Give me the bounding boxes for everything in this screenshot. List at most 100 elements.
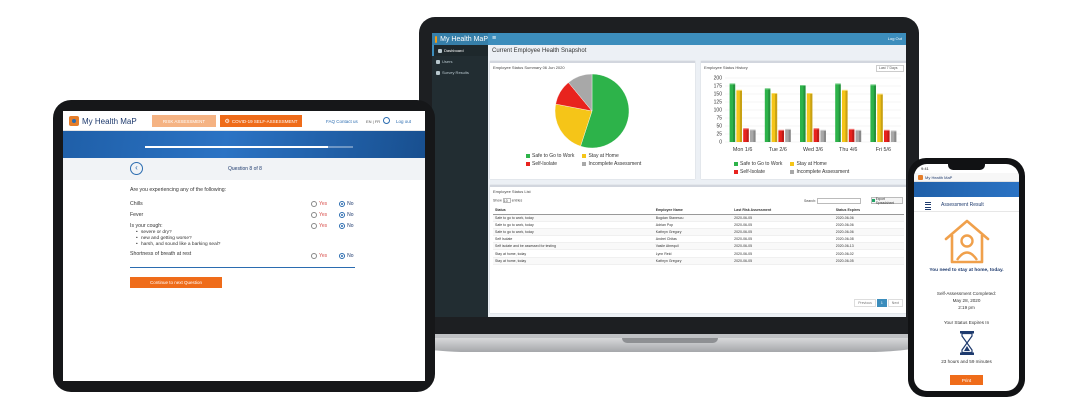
language-switch[interactable]: EN | FR bbox=[366, 119, 381, 124]
sidebar-item-users[interactable]: Users bbox=[432, 56, 488, 67]
risk-assessment-button[interactable]: RISK ASSESSMENT bbox=[152, 115, 216, 127]
legend-item[interactable]: Safe to Go to Work bbox=[526, 153, 574, 159]
search-input[interactable] bbox=[817, 198, 862, 204]
breath-yes-option[interactable]: Yes bbox=[311, 253, 327, 259]
bar[interactable] bbox=[764, 89, 771, 142]
hero-banner bbox=[63, 131, 425, 158]
table-row[interactable]: Safe to go to work, today Bogdan Stanescu… bbox=[493, 214, 904, 222]
legend-item[interactable]: Stay at Home bbox=[582, 153, 641, 159]
bar[interactable] bbox=[813, 129, 820, 142]
tablet-brand[interactable]: My Health MaP bbox=[82, 117, 137, 126]
header-links[interactable]: FAQ Contact us bbox=[326, 119, 358, 124]
column-header-employee[interactable]: Employee Name bbox=[653, 207, 733, 215]
bar[interactable] bbox=[855, 130, 862, 142]
cough-no-option[interactable]: No bbox=[339, 223, 354, 229]
export-spreadsheet-button[interactable]: Export Spreadsheet bbox=[871, 197, 903, 205]
table-cell: Safe to go to work, today bbox=[493, 214, 654, 222]
x-tick-label: Fri 5/6 bbox=[876, 147, 891, 153]
radio-button-selected[interactable] bbox=[339, 212, 346, 218]
sidebar-item-survey-results[interactable]: Survey Results bbox=[432, 67, 488, 78]
phone-brand[interactable]: My Health MaP bbox=[925, 175, 953, 180]
pagination-page-1[interactable]: 1 bbox=[876, 299, 887, 307]
pie-slice[interactable] bbox=[568, 73, 593, 112]
column-header-expires[interactable]: Status Expires bbox=[833, 207, 904, 215]
table-cell: 2020-06-05 bbox=[732, 257, 834, 265]
table-cell: Stay at home, today bbox=[493, 249, 654, 258]
radio-button[interactable] bbox=[311, 201, 317, 207]
fever-no-option[interactable]: No bbox=[339, 212, 354, 218]
table-cell: Self isolate and be assessed for testing bbox=[493, 242, 654, 251]
page-title: Current Employee Health Snapshot bbox=[492, 48, 587, 54]
bar[interactable] bbox=[842, 90, 848, 142]
bar[interactable] bbox=[884, 130, 890, 142]
table-row[interactable]: Self isolate and be assessed for testing… bbox=[493, 242, 904, 251]
bar-shade bbox=[788, 129, 791, 142]
bar[interactable] bbox=[785, 129, 791, 142]
radio-button-selected[interactable] bbox=[339, 201, 346, 207]
history-range-select[interactable]: Last 7 Days bbox=[876, 65, 904, 72]
form-divider bbox=[130, 267, 355, 268]
pie-legend: Safe to Go to Work Stay at Home Self-Isola… bbox=[526, 153, 641, 167]
legend-item[interactable]: Incomplete Assessment bbox=[790, 169, 849, 175]
bar[interactable] bbox=[729, 84, 736, 142]
table-row[interactable]: Stay at home, today Lynn Reid 2020-06-05 20… bbox=[493, 249, 904, 258]
bar[interactable] bbox=[806, 94, 813, 142]
radio-button-selected[interactable] bbox=[339, 223, 346, 229]
back-arrow-icon[interactable]: ‹ bbox=[130, 162, 143, 175]
tablet-screen: My Health MaP RISK ASSESSMENT ⚙ COVID-19… bbox=[63, 111, 425, 381]
bar[interactable] bbox=[800, 86, 806, 142]
bar-top bbox=[743, 128, 749, 130]
table-row[interactable]: Safe to go to work, today Adrian Pop 2020-… bbox=[493, 221, 904, 229]
radio-button[interactable] bbox=[311, 212, 317, 218]
hamburger-menu-icon[interactable]: ≡ bbox=[492, 35, 497, 42]
pie-slice[interactable] bbox=[580, 73, 630, 149]
laptop-screen: My Health MaP ≡ Log Out Dashboard Users … bbox=[432, 33, 906, 317]
chills-yes-option[interactable]: Yes bbox=[311, 201, 327, 207]
fever-yes-option[interactable]: Yes bbox=[311, 212, 327, 218]
legend-item[interactable]: Stay at Home bbox=[790, 161, 849, 167]
bar[interactable] bbox=[820, 130, 826, 142]
legend-item[interactable]: Safe to Go to Work bbox=[734, 161, 782, 167]
logout-link[interactable]: Log out bbox=[396, 119, 412, 124]
chills-no-option[interactable]: No bbox=[339, 201, 354, 207]
legend-label: Safe to Go to Work bbox=[532, 153, 575, 159]
column-header-status[interactable]: Status bbox=[493, 207, 654, 215]
breath-no-option[interactable]: No bbox=[339, 253, 354, 259]
radio-button[interactable] bbox=[311, 253, 317, 259]
print-button[interactable]: Print bbox=[950, 375, 983, 385]
bar-legend: Safe to Go to Work Stay at Home Self-Isola… bbox=[734, 161, 849, 175]
legend-item[interactable]: Self-Isolate bbox=[734, 169, 782, 175]
continue-button[interactable]: Continue to next Question bbox=[130, 277, 222, 288]
bar[interactable] bbox=[848, 129, 855, 142]
entries-select[interactable]: 10 bbox=[502, 198, 511, 203]
admin-brand[interactable]: My Health MaP bbox=[432, 33, 488, 45]
pagination-next[interactable]: Next bbox=[887, 299, 903, 307]
table-row[interactable]: Safe to go to work, today Kathryn Gregory… bbox=[493, 228, 904, 237]
bar[interactable] bbox=[877, 94, 883, 142]
legend-item[interactable]: Incomplete Assessment bbox=[582, 161, 641, 167]
bar[interactable] bbox=[835, 84, 841, 142]
legend-item[interactable]: Self-Isolate bbox=[526, 161, 574, 167]
radio-button[interactable] bbox=[311, 223, 317, 229]
bar[interactable] bbox=[771, 94, 778, 142]
bar[interactable] bbox=[743, 129, 749, 142]
radio-button-selected[interactable] bbox=[339, 253, 346, 259]
bar-top bbox=[848, 128, 855, 130]
admin-logout-link[interactable]: Log Out bbox=[887, 36, 902, 41]
bar[interactable] bbox=[736, 90, 742, 142]
table-row[interactable]: Self Isolate Andrei Chitas 2020-06-05 2020-… bbox=[493, 235, 904, 244]
pagination-previous[interactable]: Previous bbox=[854, 299, 876, 307]
covid-self-assessment-button[interactable]: ⚙ COVID-19 SELF-ASSESSMENT bbox=[220, 115, 302, 127]
column-header-last-assessment[interactable]: Last Risk Assessment bbox=[732, 207, 834, 215]
question-nav: ‹ Question 8 of 8 bbox=[63, 158, 425, 180]
bar[interactable] bbox=[870, 85, 876, 142]
pie-slice[interactable] bbox=[554, 103, 593, 147]
bar[interactable] bbox=[750, 130, 756, 142]
user-icon[interactable] bbox=[383, 117, 390, 124]
table-row[interactable]: Stay at home, today Kathryn Gregory 2020-0… bbox=[493, 257, 904, 265]
bar[interactable] bbox=[778, 130, 784, 142]
cough-yes-option[interactable]: Yes bbox=[311, 223, 327, 229]
sidebar-item-dashboard[interactable]: Dashboard bbox=[432, 45, 488, 56]
list-icon[interactable] bbox=[922, 200, 931, 210]
bar[interactable] bbox=[890, 131, 897, 142]
